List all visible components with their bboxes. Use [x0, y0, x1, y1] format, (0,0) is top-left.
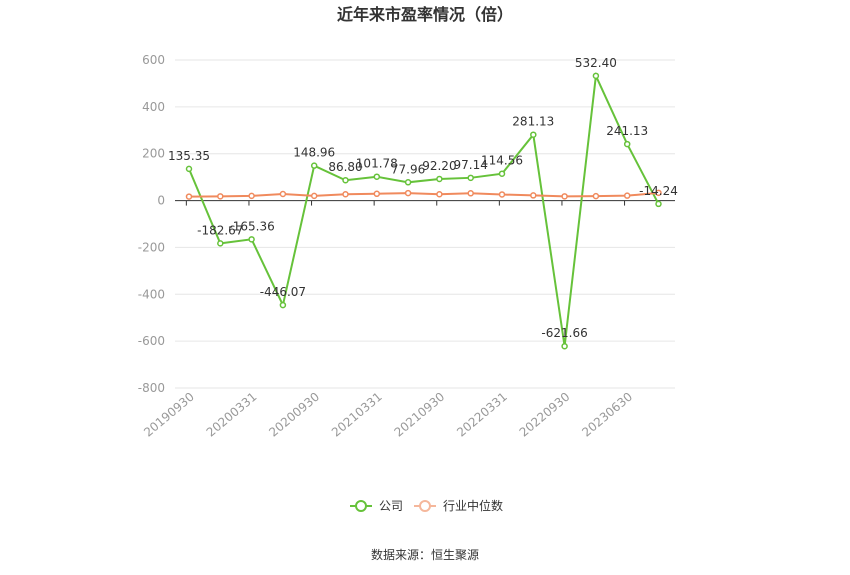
series-layer	[185, 72, 662, 350]
y-tick-label: -800	[138, 381, 165, 395]
series-line-0	[188, 72, 660, 347]
grid-lines	[175, 59, 675, 389]
x-tick-label: 20230630	[579, 390, 635, 440]
data-label: 532.40	[575, 56, 617, 70]
x-tick-label: 20210331	[329, 390, 385, 440]
series-0-point	[342, 176, 349, 184]
series-1-point	[310, 192, 318, 200]
data-label: -14.24	[639, 184, 678, 198]
data-label: -165.36	[228, 219, 274, 233]
series-1-point	[404, 189, 412, 197]
series-0-point	[217, 240, 224, 247]
legend-marker-0	[355, 500, 367, 512]
series-1-point	[467, 190, 474, 197]
y-tick-label: 400	[142, 100, 165, 114]
data-label: 101.78	[356, 157, 398, 171]
data-label: 241.13	[606, 124, 648, 138]
series-0-point	[530, 131, 537, 138]
series-0-point	[592, 72, 600, 80]
series-1-point	[655, 189, 662, 197]
series-1-point	[592, 192, 600, 200]
legend-label-0: 公司	[379, 499, 403, 513]
series-1-point	[185, 193, 193, 200]
data-label: 114.56	[481, 154, 523, 168]
data-label: -621.66	[541, 326, 587, 340]
series-1-point	[248, 192, 255, 200]
x-tick-label: 20220331	[454, 390, 510, 440]
series-1-point	[279, 190, 287, 198]
data-label: -182.67	[197, 223, 243, 237]
series-1-point	[498, 191, 506, 198]
x-tick-label: 20200930	[266, 390, 322, 440]
series-line-1	[188, 191, 659, 198]
y-tick-label: 600	[142, 53, 165, 67]
y-axis: 600 400 200 0 -200 -400 -600 -800	[138, 53, 165, 395]
data-label: -446.07	[260, 285, 306, 299]
y-tick-label: -200	[138, 240, 165, 254]
series-0-point	[623, 140, 631, 148]
series-0-point	[498, 170, 506, 177]
series-0-point	[561, 342, 568, 350]
series-1-point	[436, 190, 443, 198]
legend[interactable]: 公司 行业中位数	[350, 498, 503, 513]
data-label: 92.20	[422, 159, 456, 173]
series-0-point	[373, 173, 381, 180]
series-0-point	[404, 179, 412, 186]
series-0-point	[248, 236, 255, 243]
data-label: 135.35	[168, 149, 210, 163]
y-tick-label: -400	[138, 287, 165, 301]
data-label: 281.13	[512, 115, 554, 129]
y-tick-label: 200	[142, 147, 165, 161]
series-0-point	[436, 175, 443, 183]
series-1-point	[530, 192, 537, 199]
legend-item-1[interactable]: 行业中位数	[414, 498, 503, 513]
x-tick-label: 20220930	[517, 390, 573, 440]
legend-label-1: 行业中位数	[443, 498, 503, 513]
data-label: 148.96	[293, 146, 335, 160]
series-0-point	[655, 200, 662, 208]
data-label: 97.14	[454, 158, 488, 172]
legend-marker-1	[419, 500, 431, 512]
y-tick-label: 0	[157, 194, 165, 208]
source-note: 数据来源：恒生聚源	[371, 547, 479, 562]
x-tick-label: 20210930	[392, 390, 448, 440]
series-1-point	[373, 190, 381, 198]
series-1-point	[217, 193, 224, 200]
series-1-point	[342, 190, 349, 198]
series-0-point	[310, 162, 318, 169]
x-tick-label: 20200331	[204, 390, 260, 440]
x-tick-label: 20190930	[141, 390, 197, 440]
legend-item-0[interactable]: 公司	[350, 499, 403, 513]
chart-title: 近年来市盈率情况（倍）	[337, 5, 513, 24]
series-0-point	[467, 174, 474, 182]
y-tick-label: -600	[138, 334, 165, 348]
data-labels: 135.35 -182.67-165.36 -446.07 148.9686.8010…	[168, 56, 678, 340]
series-0-point	[185, 165, 193, 173]
series-0-point	[279, 301, 287, 309]
data-label: 77.96	[391, 162, 425, 176]
data-label: 86.80	[328, 160, 362, 174]
series-1-point	[561, 193, 568, 200]
series-1-point	[623, 192, 631, 199]
